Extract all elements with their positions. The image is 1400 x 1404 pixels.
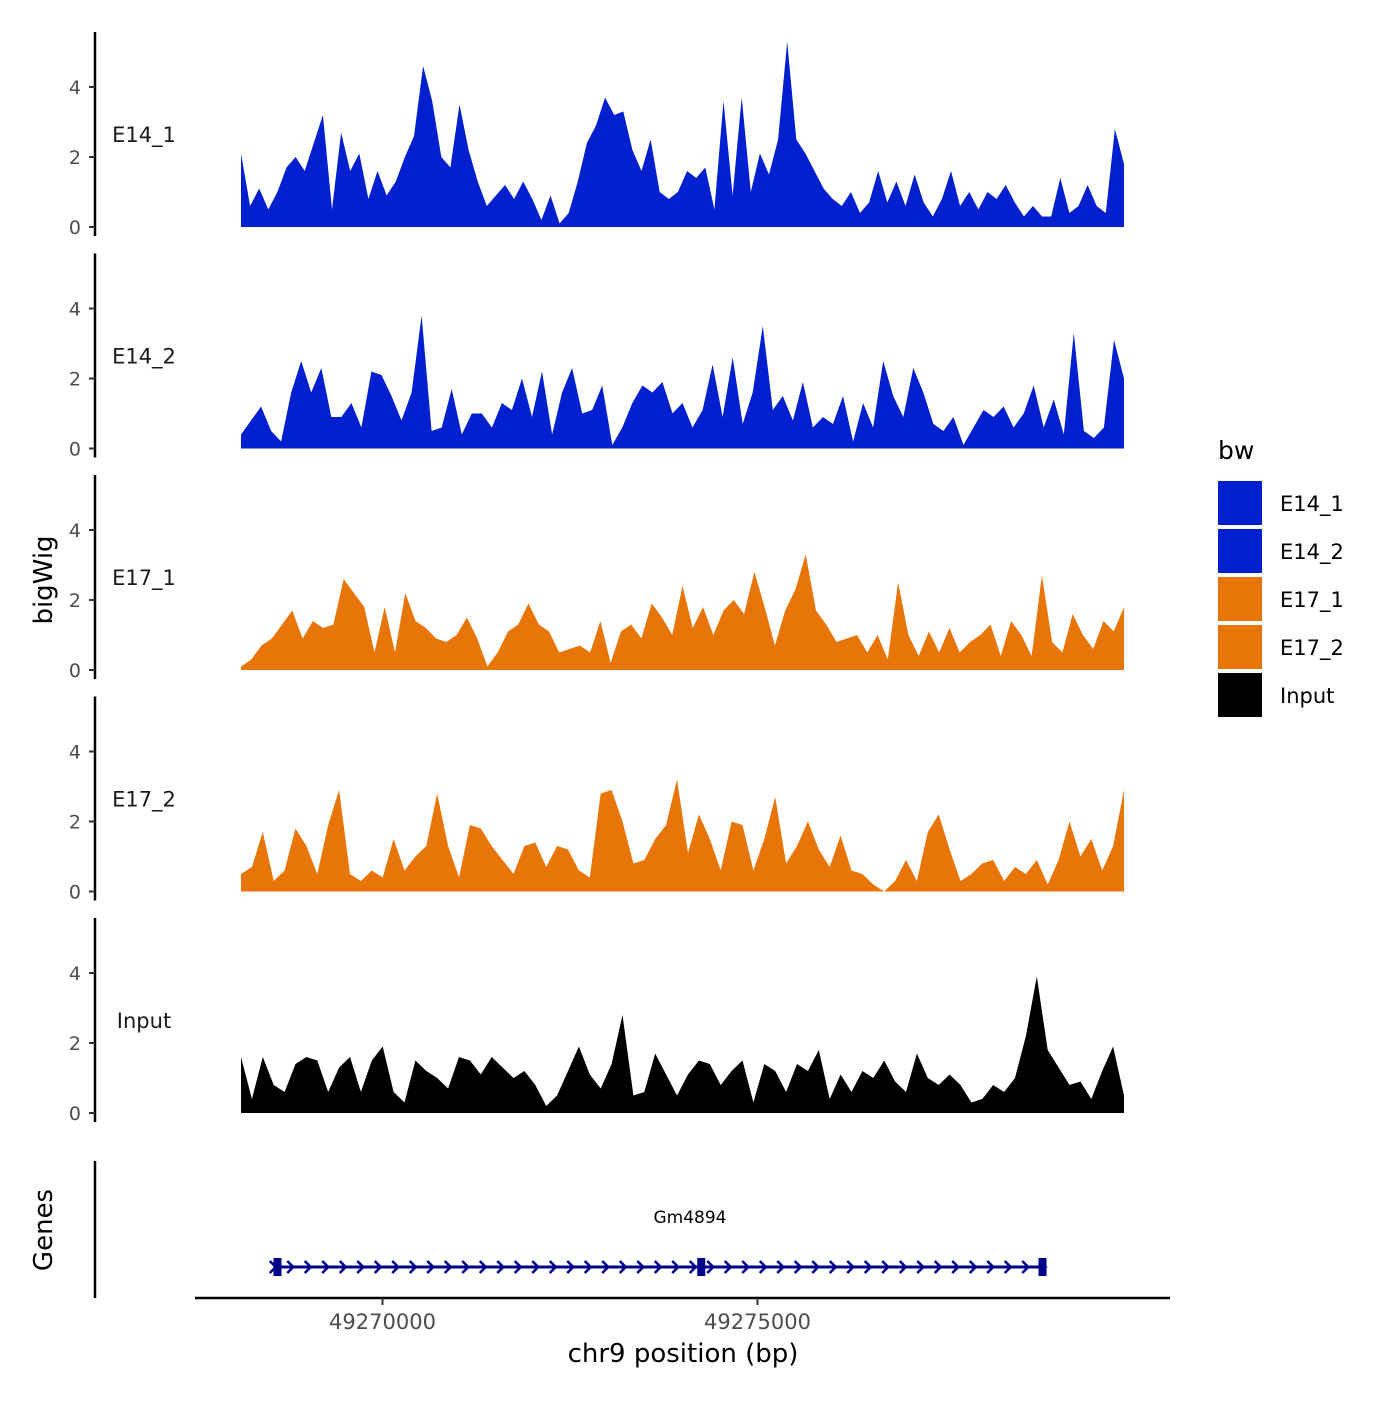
strand-arrow [601, 1260, 611, 1274]
y-tick-label: 4 [69, 77, 81, 99]
genes-track-title: Genes [29, 1189, 59, 1271]
strand-arrow [811, 1260, 821, 1274]
track-label: E17_1 [112, 566, 176, 591]
strand-arrow [321, 1260, 331, 1274]
y-tick-label: 0 [69, 439, 81, 461]
strand-arrow [303, 1260, 313, 1274]
y-tick-label: 0 [69, 217, 81, 239]
strand-arrow [916, 1260, 926, 1274]
legend-label-e14-1: E14_1 [1280, 492, 1344, 517]
track-label: E14_1 [112, 123, 176, 148]
y-tick-label: 0 [69, 660, 81, 682]
strand-arrow [1003, 1260, 1013, 1274]
strand-arrow [356, 1260, 366, 1274]
strand-arrow [793, 1260, 803, 1274]
track-input: 0 2 4 Input [69, 918, 1124, 1125]
legend-swatch-e14-1 [1218, 481, 1262, 525]
y-tick-label: 4 [69, 963, 81, 985]
strand-arrow [968, 1260, 978, 1274]
y-tick-label: 2 [69, 812, 81, 834]
legend-label-e17-1: E17_1 [1280, 588, 1344, 613]
strand-arrow [688, 1260, 698, 1274]
y-tick-label: 4 [69, 520, 81, 542]
y-tick-label: 4 [69, 299, 81, 321]
strand-arrow [741, 1260, 751, 1274]
legend-swatch-e17-1 [1218, 577, 1262, 621]
strand-arrow [846, 1260, 856, 1274]
strand-arrow [723, 1260, 733, 1274]
signal-tracks: 0 2 4 E14_1 0 2 4 E14_2 0 2 4 E17_1 0 2 4 E17_2 0 2 4 Input [69, 32, 1124, 1125]
strand-arrow [513, 1260, 523, 1274]
y-tick-label: 0 [69, 1103, 81, 1125]
strand-arrow [951, 1260, 961, 1274]
strand-arrow [653, 1260, 663, 1274]
legend-swatch-e17-2 [1218, 625, 1262, 669]
y-tick-label: 2 [69, 369, 81, 391]
legend-swatch-input [1218, 673, 1262, 717]
strand-arrow [443, 1260, 453, 1274]
track-e14-1: 0 2 4 E14_1 [69, 32, 1124, 239]
gene-track: Gm4894 [93, 1161, 1048, 1298]
strand-arrow [636, 1260, 646, 1274]
strand-arrow [548, 1260, 558, 1274]
strand-arrow [583, 1260, 593, 1274]
strand-arrow [391, 1260, 401, 1274]
strand-arrow [933, 1260, 943, 1274]
strand-arrow [986, 1260, 996, 1274]
x-axis: 49270000 49275000 [195, 1296, 1170, 1334]
legend-label-e14-2: E14_2 [1280, 540, 1344, 565]
track-e17-1: 0 2 4 E17_1 [69, 475, 1124, 682]
strand-arrow [706, 1260, 716, 1274]
strand-arrow [828, 1260, 838, 1274]
track-e17-2: 0 2 4 E17_2 [69, 696, 1124, 904]
strand-arrow [898, 1260, 908, 1274]
strand-arrow [758, 1260, 768, 1274]
y-tick-label: 4 [69, 742, 81, 764]
legend-title: bw [1218, 436, 1254, 465]
strand-arrow [863, 1260, 873, 1274]
x-tick-label: 49275000 [704, 1310, 811, 1334]
strand-arrow [286, 1260, 296, 1274]
strand-arrow [338, 1260, 348, 1274]
area-input [241, 976, 1124, 1113]
exon-block [273, 1258, 282, 1276]
exon-block [1038, 1258, 1047, 1276]
gene-name-label: Gm4894 [654, 1208, 727, 1228]
strand-arrow [531, 1260, 541, 1274]
strand-arrow [881, 1260, 891, 1274]
strand-arrow [461, 1260, 471, 1274]
strand-arrow [671, 1260, 681, 1274]
strand-arrow [408, 1260, 418, 1274]
legend-label-input: Input [1280, 684, 1334, 708]
track-label: Input [117, 1009, 171, 1033]
area-e17-1 [241, 554, 1124, 670]
track-e14-2: 0 2 4 E14_2 [69, 253, 1124, 461]
legend-swatch-e14-2 [1218, 529, 1262, 573]
strand-arrow [373, 1260, 383, 1274]
y-tick-label: 2 [69, 1033, 81, 1055]
strand-arrow [618, 1260, 628, 1274]
area-e17-2 [241, 779, 1124, 892]
x-axis-title: chr9 position (bp) [568, 1339, 799, 1369]
track-label: E17_2 [112, 788, 176, 813]
y-tick-label: 0 [69, 882, 81, 904]
area-e14-2 [241, 315, 1124, 449]
y-axis-title: bigWig [29, 535, 59, 624]
strand-arrow [496, 1260, 506, 1274]
strand-arrow [776, 1260, 786, 1274]
strand-arrow [1021, 1260, 1031, 1274]
strand-arrow [566, 1260, 576, 1274]
x-tick-label: 49270000 [329, 1310, 436, 1334]
strand-arrow [426, 1260, 436, 1274]
legend: bw E14_1 E14_2 E17_1 E17_2 Input [1218, 436, 1344, 717]
track-label: E14_2 [112, 345, 176, 370]
legend-label-e17-2: E17_2 [1280, 636, 1344, 661]
area-e14-1 [241, 41, 1124, 227]
y-tick-label: 2 [69, 590, 81, 612]
exon-block [697, 1258, 706, 1276]
y-tick-label: 2 [69, 147, 81, 169]
strand-arrow [478, 1260, 488, 1274]
